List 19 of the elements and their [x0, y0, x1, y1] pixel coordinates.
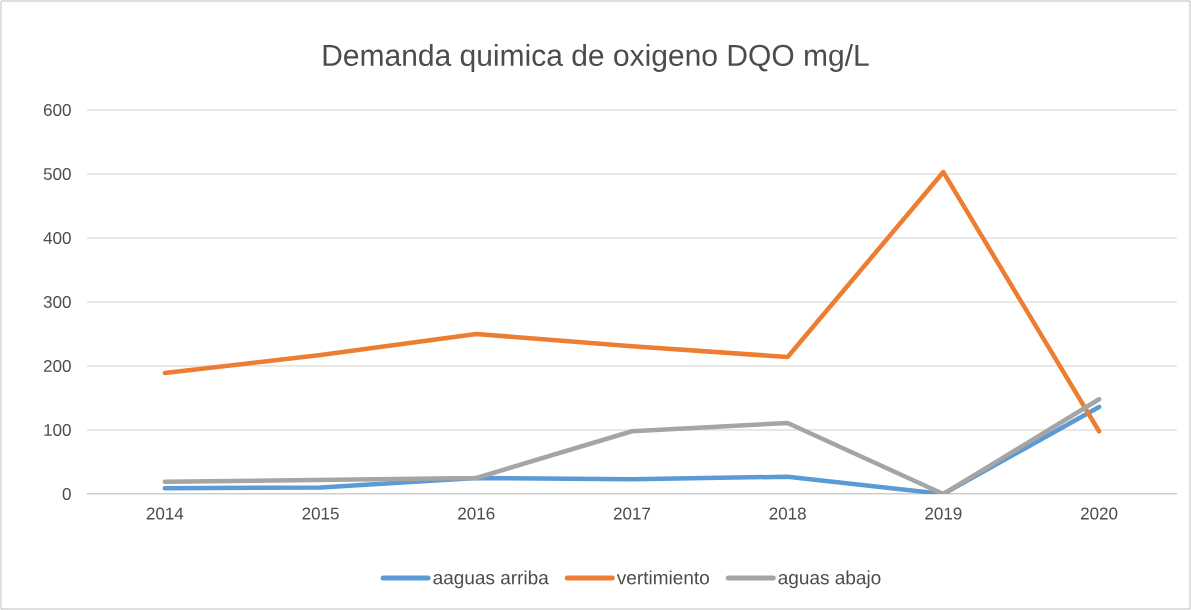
x-tick-label: 2018	[769, 507, 806, 520]
legend-label: aguas abajo	[778, 570, 881, 589]
y-tick-label: 0	[62, 487, 71, 501]
y-tick-label: 600	[43, 103, 71, 117]
y-tick-label: 400	[43, 231, 71, 245]
x-tick-label: 2016	[458, 507, 495, 520]
x-tick-label: 2014	[146, 507, 184, 520]
line-series	[162, 169, 1102, 434]
y-tick-label: 300	[43, 295, 71, 309]
x-tick-label: 2017	[613, 507, 650, 520]
x-tick-label: 2020	[1081, 507, 1118, 520]
legend-label: aaguas arriba	[433, 570, 549, 589]
y-tick-label: 500	[43, 167, 71, 181]
y-tick-label: 200	[43, 359, 71, 373]
legend-label: vertimiento	[616, 570, 709, 585]
y-tick-label: 100	[44, 423, 71, 437]
x-tick-label: 2019	[925, 507, 962, 520]
x-tick-label: 2015	[302, 507, 339, 520]
chart-title: Demanda quimica de oxigeno DQO mg/L	[323, 44, 869, 72]
